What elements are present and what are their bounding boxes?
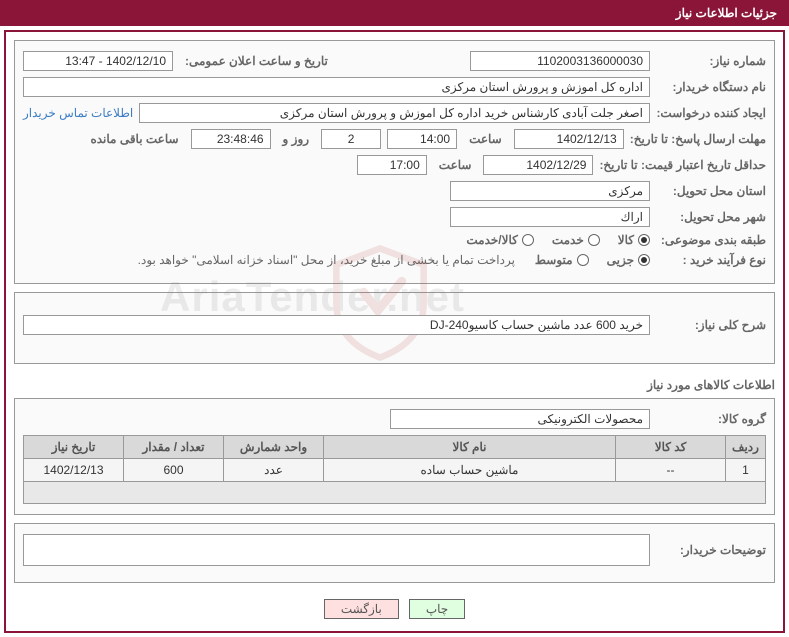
cell-name: ماشین حساب ساده <box>324 459 616 482</box>
buyer-notes-label: توضیحات خریدار: <box>656 543 766 557</box>
back-button[interactable]: بازگشت <box>324 599 399 619</box>
process-radio-medium[interactable] <box>577 254 589 266</box>
main-panel: شماره نیاز: 1102003136000030 تاریخ و ساع… <box>4 30 785 633</box>
days-and-label: روز و <box>277 132 316 146</box>
cell-qty: 600 <box>124 459 224 482</box>
buyer-org-value: اداره کل اموزش و پرورش استان مرکزی <box>23 77 650 97</box>
th-qty: تعداد / مقدار <box>124 436 224 459</box>
category-radio-both[interactable] <box>522 234 534 246</box>
category-opt1: کالا <box>618 233 634 247</box>
goods-table: ردیف کد کالا نام کالا واحد شمارش تعداد /… <box>23 435 766 504</box>
table-row-empty <box>24 482 766 504</box>
payment-note: پرداخت تمام یا بخشی از مبلغ خرید، از محل… <box>138 253 515 267</box>
price-valid-date: 1402/12/29 <box>483 155 593 175</box>
need-number-label: شماره نیاز: <box>656 54 766 68</box>
price-valid-time: 17:00 <box>357 155 427 175</box>
reply-date-value: 1402/12/13 <box>514 129 624 149</box>
process-label: نوع فرآیند خرید : <box>656 253 766 267</box>
price-valid-time-label: ساعت <box>433 158 478 172</box>
cell-row: 1 <box>726 459 766 482</box>
province-label: استان محل تحویل: <box>656 184 766 198</box>
need-number-value: 1102003136000030 <box>470 51 650 71</box>
requester-value: اصغر جلت آبادی کارشناس خرید اداره کل امو… <box>139 103 650 123</box>
desc-value: خرید 600 عدد ماشین حساب کاسیوDJ-240 <box>23 315 650 335</box>
cell-date: 1402/12/13 <box>24 459 124 482</box>
print-button[interactable]: چاپ <box>409 599 465 619</box>
th-unit: واحد شمارش <box>224 436 324 459</box>
process-opt1: جزیی <box>607 253 634 267</box>
description-section: AriaTender.net شرح کلی نیاز: خرید 600 عد… <box>14 292 775 364</box>
goods-group-label: گروه کالا: <box>656 412 766 426</box>
price-valid-label: حداقل تاریخ اعتبار قیمت: تا تاریخ: <box>599 158 766 172</box>
page-header: جزئیات اطلاعات نیاز <box>0 0 789 26</box>
process-radio-minor[interactable] <box>638 254 650 266</box>
reply-deadline-label: مهلت ارسال پاسخ: تا تاریخ: <box>630 132 766 146</box>
reply-time-label: ساعت <box>463 132 508 146</box>
th-name: نام کالا <box>324 436 616 459</box>
goods-section-title: اطلاعات کالاهای مورد نیاز <box>14 372 775 398</box>
remain-label: ساعت باقی مانده <box>84 132 184 146</box>
cell-unit: عدد <box>224 459 324 482</box>
requester-label: ایجاد کننده درخواست: <box>656 106 766 120</box>
cell-code: -- <box>616 459 726 482</box>
days-count-value: 2 <box>321 129 381 149</box>
buyer-notes-section: توضیحات خریدار: <box>14 523 775 583</box>
countdown-value: 23:48:46 <box>191 129 271 149</box>
process-opt2: متوسط <box>535 253 573 267</box>
goods-section: گروه کالا: محصولات الکترونیکی ردیف کد کا… <box>14 398 775 515</box>
category-label: طبقه بندی موضوعی: <box>656 233 766 247</box>
category-opt3: کالا/خدمت <box>466 233 517 247</box>
category-opt2: خدمت <box>552 233 584 247</box>
buyer-org-label: نام دستگاه خریدار: <box>656 80 766 94</box>
page-title: جزئیات اطلاعات نیاز <box>676 6 777 20</box>
buyer-contact-link[interactable]: اطلاعات تماس خریدار <box>23 106 133 120</box>
announce-value: 1402/12/10 - 13:47 <box>23 51 173 71</box>
th-date: تاریخ نیاز <box>24 436 124 459</box>
category-radio-goods[interactable] <box>638 234 650 246</box>
process-radio-group: جزیی متوسط <box>521 253 650 267</box>
category-radio-group: کالا خدمت کالا/خدمت <box>452 233 650 247</box>
category-radio-service[interactable] <box>588 234 600 246</box>
city-label: شهر محل تحویل: <box>656 210 766 224</box>
buyer-notes-box <box>23 534 650 566</box>
announce-label: تاریخ و ساعت اعلان عمومی: <box>179 54 334 68</box>
th-code: کد کالا <box>616 436 726 459</box>
footer-buttons: چاپ بازگشت <box>14 591 775 623</box>
reply-time-value: 14:00 <box>387 129 457 149</box>
desc-label: شرح کلی نیاز: <box>656 318 766 332</box>
city-value: اراك <box>450 207 650 227</box>
table-row: 1 -- ماشین حساب ساده عدد 600 1402/12/13 <box>24 459 766 482</box>
goods-group-value: محصولات الکترونیکی <box>390 409 650 429</box>
info-section: شماره نیاز: 1102003136000030 تاریخ و ساع… <box>14 40 775 284</box>
province-value: مرکزی <box>450 181 650 201</box>
th-row: ردیف <box>726 436 766 459</box>
